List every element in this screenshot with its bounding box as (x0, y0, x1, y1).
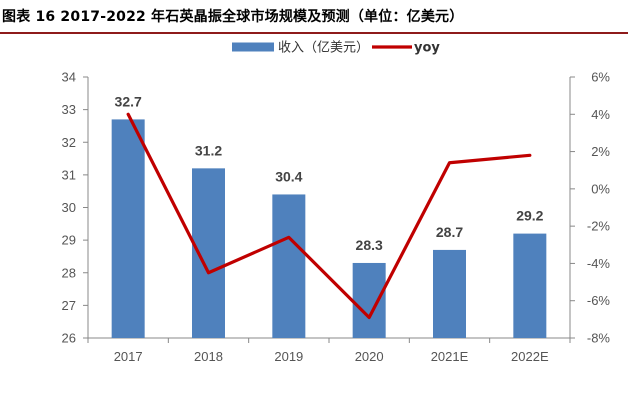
bar (352, 262, 386, 338)
legend-bar-swatch (232, 42, 274, 52)
bar-data-label: 28.7 (436, 224, 463, 240)
x-tick-label: 2020 (355, 349, 384, 364)
figure-title: 图表 16 2017-2022 年石英晶振全球市场规模及预测（单位：亿美元） (2, 9, 464, 25)
bar-data-label: 31.2 (195, 142, 222, 158)
right-tick-label: 2% (591, 144, 610, 159)
legend-bar-label: 收入（亿美元） (278, 41, 369, 56)
x-tick-label: 2022E (511, 349, 549, 364)
bar-data-label: 28.3 (356, 237, 383, 253)
yoy-line (126, 112, 532, 320)
right-tick-label: 4% (591, 107, 610, 122)
x-tick-label: 2021E (431, 349, 469, 364)
x-tick-label: 2019 (274, 349, 303, 364)
left-tick-label: 26 (62, 331, 76, 346)
right-tick-label: -8% (587, 331, 611, 346)
bar (111, 119, 145, 338)
left-tick-label: 33 (62, 102, 76, 117)
left-tick-label: 29 (62, 233, 76, 248)
bar (433, 249, 466, 338)
legend-line-label: yoy (414, 41, 440, 56)
x-tick-label: 2018 (194, 349, 223, 364)
right-tick-label: 6% (591, 70, 610, 85)
left-tick-label: 28 (62, 265, 76, 280)
right-tick-label: -4% (587, 256, 611, 271)
right-tick-label: -6% (587, 293, 611, 308)
bar-data-label: 32.7 (115, 93, 142, 109)
left-tick-label: 32 (62, 135, 76, 150)
left-tick-label: 27 (62, 298, 76, 313)
x-tick-label: 2017 (114, 349, 143, 364)
bar-data-label: 29.2 (516, 208, 543, 224)
left-tick-label: 34 (62, 70, 76, 85)
bar (272, 194, 306, 338)
bar (513, 233, 547, 338)
left-tick-label: 30 (62, 200, 76, 215)
left-tick-label: 31 (62, 167, 76, 182)
right-tick-label: 0% (591, 181, 610, 196)
right-tick-label: -2% (587, 219, 611, 234)
bar-data-label: 30.4 (275, 168, 302, 184)
title-bar: 图表 16 2017-2022 年石英晶振全球市场规模及预测（单位：亿美元） (0, 0, 628, 34)
